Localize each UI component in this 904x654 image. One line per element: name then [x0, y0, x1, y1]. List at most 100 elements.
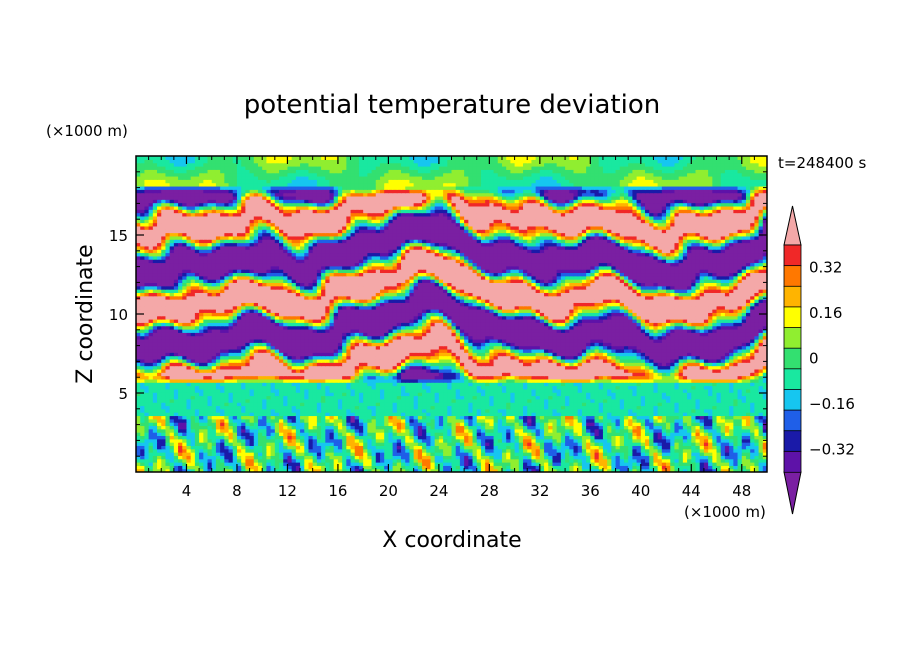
field-cell — [169, 465, 175, 470]
field-cell — [750, 362, 755, 367]
field-cell — [745, 442, 751, 446]
field-cell — [565, 442, 570, 446]
field-cell — [468, 398, 474, 403]
field-cell — [611, 385, 617, 390]
field-cell — [253, 365, 259, 370]
field-cell — [266, 442, 272, 446]
field-cell — [506, 425, 511, 430]
field-cell — [279, 415, 284, 420]
field-cell — [350, 435, 356, 440]
field-cell — [611, 388, 617, 393]
field-cell — [384, 372, 389, 377]
field-cell — [136, 462, 141, 466]
field-cell — [611, 418, 617, 423]
field-cell — [144, 375, 150, 380]
field-cell — [720, 448, 726, 453]
field-cell — [586, 395, 591, 400]
field-cell — [270, 402, 276, 407]
field-cell — [539, 375, 545, 380]
field-cell — [716, 455, 722, 460]
field-cell — [283, 402, 289, 407]
field-cell — [169, 422, 175, 427]
field-cell — [363, 435, 368, 440]
field-cell — [405, 468, 411, 472]
field-cell — [136, 422, 141, 427]
field-cell — [274, 365, 280, 370]
field-cell — [279, 468, 284, 472]
field-cell — [548, 372, 554, 377]
field-cell — [443, 405, 448, 410]
field-cell — [350, 432, 356, 437]
field-cell — [678, 425, 684, 430]
field-cell — [527, 435, 533, 440]
field-cell — [245, 418, 251, 423]
field-cell — [405, 388, 411, 393]
field-cell — [678, 432, 684, 437]
field-cell — [699, 445, 705, 450]
field-cell — [194, 462, 200, 466]
field-cell — [438, 395, 444, 400]
field-cell — [430, 445, 436, 450]
field-cell — [485, 448, 490, 453]
field-cell — [632, 425, 638, 430]
field-cell — [413, 392, 419, 397]
field-cell — [527, 452, 533, 456]
field-cell — [224, 438, 230, 443]
field-cell — [657, 462, 663, 466]
field-cell — [666, 448, 671, 453]
field-cell — [283, 395, 289, 400]
field-cell — [333, 412, 339, 417]
field-cell — [136, 372, 141, 377]
field-cell — [388, 462, 394, 466]
field-cell — [712, 385, 718, 390]
field-cell — [497, 432, 503, 437]
field-cell — [405, 408, 411, 413]
field-cell — [165, 455, 171, 460]
field-cell — [489, 448, 495, 453]
field-cell — [720, 428, 726, 433]
field-cell — [661, 402, 667, 407]
field-cell — [724, 455, 730, 460]
field-cell — [405, 462, 411, 466]
field-cell — [556, 428, 562, 433]
field-cell — [438, 375, 444, 380]
field-cell — [274, 455, 280, 460]
field-cell — [321, 368, 326, 373]
field-cell — [586, 428, 591, 433]
field-cell — [733, 452, 739, 456]
field-cell — [506, 468, 511, 472]
field-cell — [565, 418, 570, 423]
field-cell — [182, 468, 188, 472]
field-cell — [203, 445, 209, 450]
field-cell — [703, 418, 709, 423]
field-cell — [548, 408, 554, 413]
field-cell — [300, 452, 305, 456]
field-cell — [207, 465, 213, 470]
field-cell — [758, 375, 764, 380]
field-cell — [333, 408, 339, 413]
field-cell — [539, 365, 545, 370]
field-cell — [358, 405, 364, 410]
field-cell — [640, 458, 646, 463]
field-cell — [594, 418, 600, 423]
field-cell — [552, 465, 558, 470]
field-cell — [523, 435, 528, 440]
field-cell — [430, 362, 436, 367]
field-cell — [565, 468, 570, 472]
field-cell — [367, 468, 373, 472]
field-cell — [464, 402, 469, 407]
field-cell — [215, 438, 221, 443]
field-cell — [741, 372, 747, 377]
field-cell — [754, 438, 760, 443]
field-cell — [405, 398, 411, 403]
field-cell — [308, 358, 314, 363]
field-cell — [430, 432, 436, 437]
field-cell — [666, 412, 671, 417]
field-cell — [459, 368, 465, 373]
field-cell — [249, 398, 255, 403]
field-cell — [527, 388, 533, 393]
field-cell — [241, 422, 246, 427]
field-cell — [291, 375, 297, 380]
field-cell — [274, 368, 280, 373]
field-cell — [741, 428, 747, 433]
